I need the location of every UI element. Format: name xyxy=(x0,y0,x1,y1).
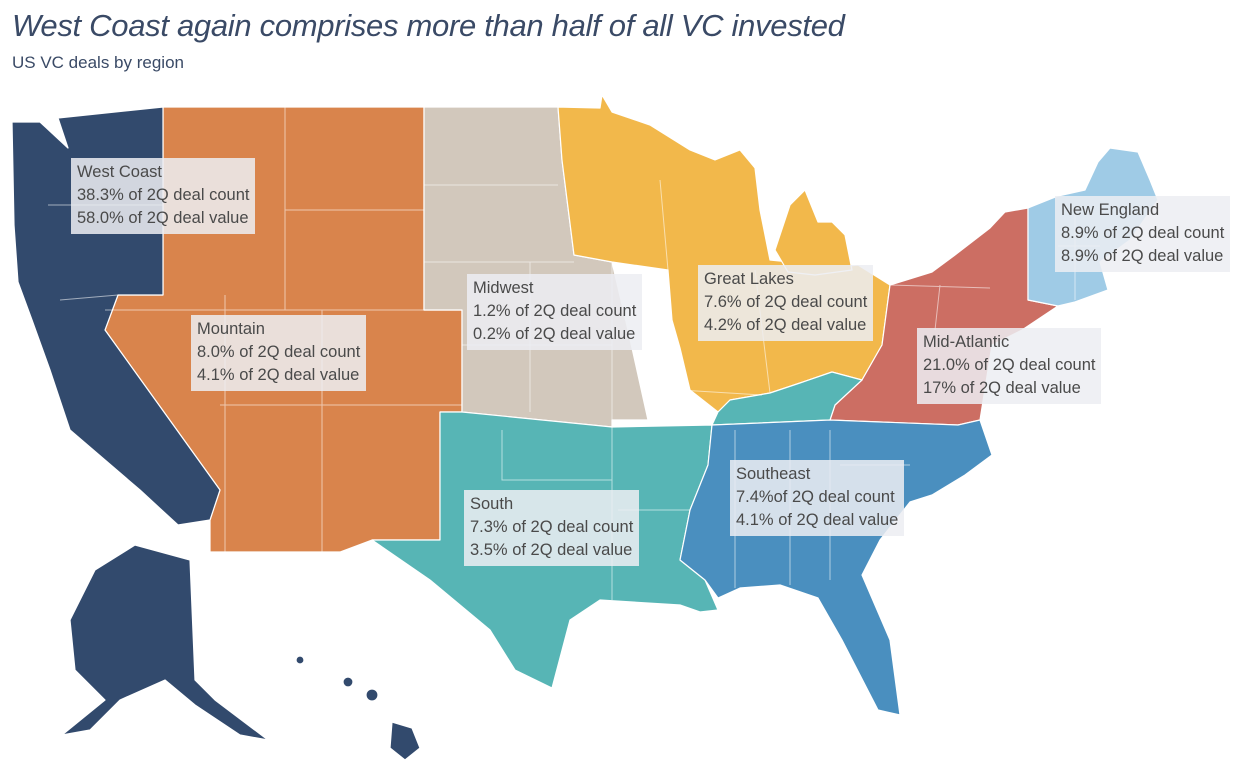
midwest-deal-count: 1.2% of 2Q deal count xyxy=(473,302,637,320)
great-lakes-deal-value: 4.2% of 2Q deal value xyxy=(704,316,867,334)
southeast-deal-value: 4.1% of 2Q deal value xyxy=(736,511,899,529)
label-midwest: Midwest 1.2% of 2Q deal count 0.2% of 2Q… xyxy=(467,274,643,350)
label-mountain: Mountain 8.0% of 2Q deal count 4.1% of 2… xyxy=(191,315,367,391)
south-deal-count: 7.3% of 2Q deal count xyxy=(470,518,634,536)
west-coast-deal-count: 38.3% of 2Q deal count xyxy=(77,186,250,204)
south-name: South xyxy=(470,495,514,513)
midwest-deal-value: 0.2% of 2Q deal value xyxy=(473,325,636,343)
mountain-deal-count: 8.0% of 2Q deal count xyxy=(197,343,361,361)
midwest-name: Midwest xyxy=(473,279,534,297)
region-west-coast-hawaii[interactable] xyxy=(389,721,421,761)
label-new-england: New England 8.9% of 2Q deal count 8.9% o… xyxy=(1055,196,1231,272)
mountain-deal-value: 4.1% of 2Q deal value xyxy=(197,366,360,384)
south-deal-value: 3.5% of 2Q deal value xyxy=(470,541,633,559)
region-west-coast-hawaii-island-1 xyxy=(342,676,354,688)
region-west-coast-alaska[interactable] xyxy=(61,544,269,741)
great-lakes-name: Great Lakes xyxy=(704,270,794,288)
mid-atlantic-deal-value: 17% of 2Q deal value xyxy=(923,379,1081,397)
label-mid-atlantic: Mid-Atlantic 21.0% of 2Q deal count 17% … xyxy=(917,328,1102,404)
mid-atlantic-deal-count: 21.0% of 2Q deal count xyxy=(923,356,1096,374)
great-lakes-deal-count: 7.6% of 2Q deal count xyxy=(704,293,868,311)
chart-title: West Coast again comprises more than hal… xyxy=(12,8,845,43)
west-coast-deal-value: 58.0% of 2Q deal value xyxy=(77,209,249,227)
label-southeast: Southeast 7.4%of 2Q deal count 4.1% of 2… xyxy=(730,460,905,536)
chart-subtitle: US VC deals by region xyxy=(12,53,184,72)
southeast-deal-count: 7.4%of 2Q deal count xyxy=(736,488,895,506)
mountain-name: Mountain xyxy=(197,320,265,338)
region-west-coast-hawaii-island-3 xyxy=(295,655,305,665)
mid-atlantic-name: Mid-Atlantic xyxy=(923,333,1010,351)
southeast-name: Southeast xyxy=(736,465,811,483)
label-south: South 7.3% of 2Q deal count 3.5% of 2Q d… xyxy=(464,490,640,566)
new-england-deal-count: 8.9% of 2Q deal count xyxy=(1061,224,1225,242)
new-england-deal-value: 8.9% of 2Q deal value xyxy=(1061,247,1224,265)
region-west-coast-hawaii-island-2 xyxy=(365,688,379,702)
label-west-coast: West Coast 38.3% of 2Q deal count 58.0% … xyxy=(71,158,256,234)
region-west-coast-main[interactable] xyxy=(11,106,221,526)
label-great-lakes: Great Lakes 7.6% of 2Q deal count 4.2% o… xyxy=(698,265,874,341)
region-great-lakes-michigan[interactable] xyxy=(774,189,853,276)
west-coast-name: West Coast xyxy=(77,163,162,181)
new-england-name: New England xyxy=(1061,201,1160,219)
